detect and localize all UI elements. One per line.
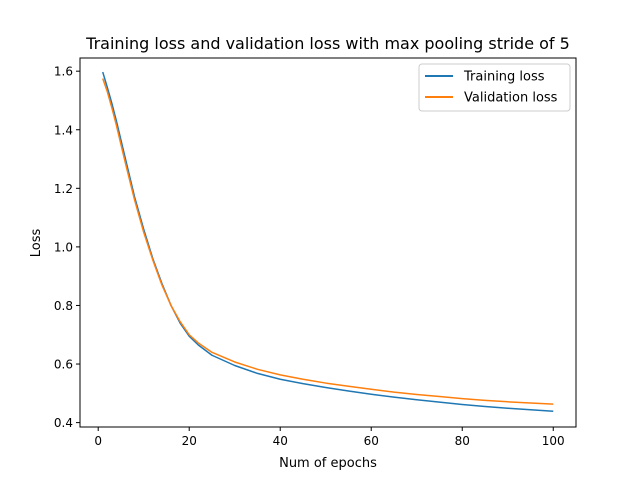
chart-title: Training loss and validation loss with m… (85, 34, 570, 53)
x-tick-label: 40 (273, 434, 288, 448)
x-tick-label: 60 (364, 434, 379, 448)
y-tick-label: 0.8 (54, 299, 73, 313)
y-axis: 0.4 0.6 0.8 1.0 1.2 1.4 1.6 (54, 65, 80, 430)
y-tick-label: 1.6 (54, 65, 73, 79)
x-tick-label: 0 (94, 434, 102, 448)
x-axis: 0 20 40 60 80 100 (94, 427, 565, 448)
legend-label-training: Training loss (463, 70, 545, 85)
x-tick-label: 80 (455, 434, 470, 448)
y-tick-label: 1.0 (54, 240, 73, 254)
y-axis-label: Loss (29, 229, 44, 258)
y-tick-label: 1.2 (54, 182, 73, 196)
legend-box (418, 63, 571, 112)
y-tick-label: 0.4 (54, 416, 73, 430)
x-tick-label: 20 (182, 434, 197, 448)
series-line-training (102, 71, 554, 412)
legend: Training loss Validation loss (418, 63, 571, 112)
plot-frame (79, 57, 577, 428)
plot-area (102, 71, 554, 412)
series-line-validation (102, 78, 554, 405)
x-tick-label: 100 (542, 434, 565, 448)
legend-label-validation: Validation loss (464, 91, 558, 106)
x-axis-label: Num of epochs (279, 456, 377, 471)
y-tick-label: 0.6 (54, 358, 73, 372)
y-tick-label: 1.4 (54, 123, 73, 137)
